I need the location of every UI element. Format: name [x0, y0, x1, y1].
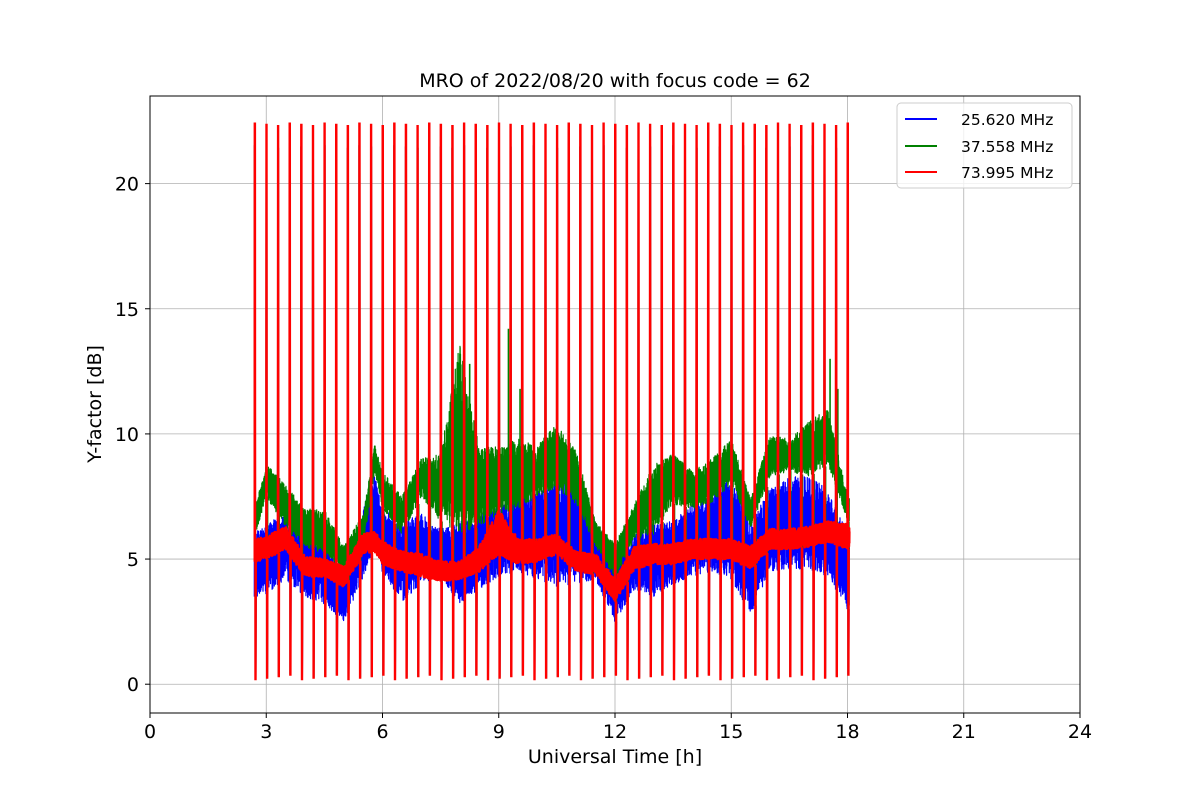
calibration-spike — [625, 125, 629, 681]
calibration-spike — [544, 123, 548, 679]
calibration-spike — [823, 123, 827, 679]
calibration-spike — [846, 122, 850, 676]
calibration-spike — [300, 123, 304, 681]
x-tick-label: 6 — [376, 721, 388, 743]
y-tick-label: 20 — [115, 174, 139, 196]
calibration-spike — [334, 123, 339, 676]
calibration-spike — [393, 122, 397, 681]
x-axis-label: Universal Time [h] — [528, 746, 702, 768]
series-line — [254, 510, 851, 601]
calibration-spike — [369, 123, 374, 678]
y-axis-label: Y-factor [dB] — [84, 345, 106, 464]
legend-label-series-2: 37.558 MHz — [961, 138, 1053, 156]
calibration-spike — [451, 125, 455, 679]
calibration-spike — [834, 125, 839, 678]
calibration-spike — [799, 125, 804, 676]
calibration-spike — [765, 125, 769, 681]
calibration-spike — [439, 123, 443, 681]
x-tick-label: 9 — [493, 721, 505, 743]
legend-label-series-1: 25.620 MHz — [961, 111, 1053, 129]
calibration-spike — [590, 125, 595, 679]
calibration-spike — [311, 125, 316, 679]
calibration-spike — [672, 122, 676, 681]
calibration-spike — [427, 122, 432, 676]
series-3 — [253, 122, 851, 681]
calibration-spike — [741, 122, 746, 678]
calibration-spike — [265, 123, 269, 679]
series-line — [255, 345, 850, 578]
calibration-spike — [660, 125, 664, 676]
calibration-spike — [520, 125, 525, 676]
y-tick-label: 0 — [127, 674, 139, 696]
calibration-spike — [718, 123, 722, 681]
x-tick-label: 3 — [260, 721, 272, 743]
legend-label-series-3: 73.995 MHz — [961, 164, 1053, 182]
legend-box — [896, 102, 1073, 189]
calibration-spike — [706, 122, 711, 676]
calibration-spike — [404, 123, 409, 679]
calibration-spike — [683, 123, 688, 679]
calibration-spike — [358, 122, 362, 679]
calibration-spike — [532, 122, 536, 681]
legend: 25.620 MHz 37.558 MHz 73.995 MHz — [896, 102, 1073, 189]
calibration-spike — [497, 122, 502, 679]
y-tick-label: 15 — [115, 299, 139, 321]
calibration-spike — [381, 125, 385, 676]
calibration-spike — [555, 125, 560, 678]
y-tick-label: 10 — [115, 424, 139, 446]
x-tick-label: 21 — [952, 721, 976, 743]
calibration-spike — [730, 125, 734, 679]
calibration-spike — [811, 122, 815, 681]
calibration-spike — [579, 123, 583, 681]
x-tick-label: 18 — [835, 721, 859, 743]
calibration-spike — [776, 122, 781, 679]
x-tick-label: 12 — [603, 721, 627, 743]
calibration-spike — [602, 122, 606, 678]
calibration-spike — [509, 123, 513, 678]
y-tick-label: 5 — [127, 549, 139, 571]
calibration-spike — [474, 123, 478, 676]
calibration-spike — [648, 123, 653, 678]
calibration-spike — [416, 125, 420, 678]
calibration-spike — [288, 122, 292, 676]
calibration-spike — [323, 122, 327, 678]
calibration-spike — [788, 123, 792, 678]
x-tick-label: 24 — [1068, 721, 1092, 743]
axis-ticks: 0 3 6 9 12 15 18 21 24 0 5 10 15 20 — [115, 174, 1092, 743]
calibration-spike — [486, 125, 490, 681]
x-tick-label: 15 — [719, 721, 743, 743]
chart-title: MRO of 2022/08/20 with focus code = 62 — [419, 70, 811, 92]
plot-area — [253, 122, 851, 681]
x-tick-label: 0 — [144, 721, 156, 743]
calibration-spike — [462, 122, 467, 678]
calibration-spike — [695, 125, 699, 678]
calibration-spike — [346, 125, 350, 681]
calibration-spike — [567, 122, 571, 676]
calibration-spike — [613, 123, 618, 676]
calibration-spike — [276, 125, 281, 678]
calibration-spike — [753, 123, 757, 676]
calibration-spike — [637, 122, 641, 679]
calibration-spike — [253, 122, 257, 681]
